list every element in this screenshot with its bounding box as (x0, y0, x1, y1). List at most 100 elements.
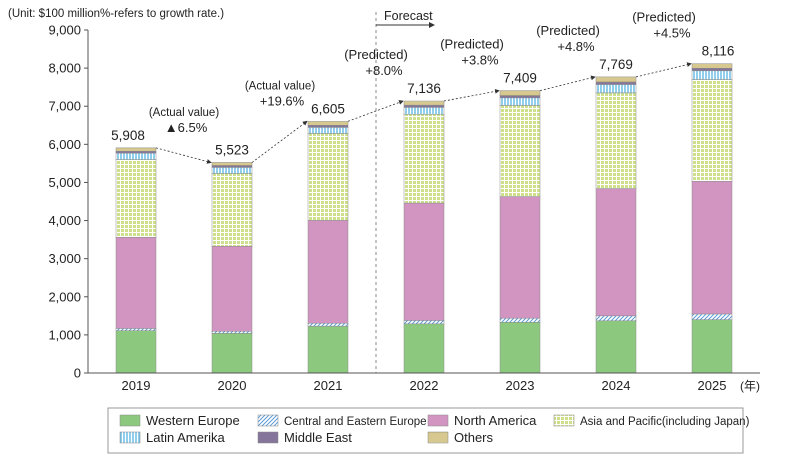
bar-segment (307, 325, 349, 374)
bar-segment (115, 150, 157, 154)
x-tick-label: 2019 (122, 378, 151, 393)
y-tick-label: 3,000 (48, 251, 81, 266)
growth-arrow (347, 100, 404, 122)
bar-segment (211, 246, 253, 332)
legend-box (107, 407, 744, 454)
x-tick-label: 2024 (602, 378, 631, 393)
legend-label: Asia and Pacific(including Japan) (580, 416, 750, 428)
legend-swatch (119, 431, 141, 444)
y-tick-label: 5,000 (48, 175, 81, 190)
x-tick-label: 2023 (506, 378, 535, 393)
plot-area: Forecast (375, 9, 435, 373)
bar-segment (115, 147, 157, 152)
bar-segment (499, 95, 541, 99)
bar-segment (691, 181, 733, 315)
growth-rate: +8.0% (365, 63, 403, 78)
bar-segment (595, 81, 637, 85)
bar-segment (499, 322, 541, 374)
bar-segment (691, 79, 733, 182)
annotations: 5,908 5,523 6,605 7,136 7,409 7,769 8,116 (Actu… (111, 10, 734, 164)
bar-segment (499, 196, 541, 319)
growth-arrow (443, 89, 500, 102)
bar-segment (115, 159, 157, 238)
growth-rate: ▲6.5% (165, 120, 208, 135)
bar-segment (595, 92, 637, 189)
growth-kind: (Predicted) (440, 37, 504, 52)
bar-segment (595, 315, 637, 322)
y-axis: 0 1,000 2,000 3,000 4,000 5,000 6,000 7,000 8,00… (48, 23, 89, 381)
x-axis: 2019 2020 2021 2022 2023 2024 2025 (年) (88, 372, 760, 393)
bar-segment (211, 162, 253, 166)
growth-rate: +19.6% (260, 93, 305, 108)
bar-segment (595, 76, 637, 83)
growth-kind: (Predicted) (632, 10, 696, 25)
bar-segment (403, 107, 445, 115)
legend-label: North America (454, 413, 537, 428)
bar-segment (211, 173, 253, 247)
bar-segment (691, 70, 733, 80)
total-label: 5,908 (111, 128, 145, 143)
bar-segment (115, 152, 157, 160)
total-label: 7,769 (599, 57, 633, 72)
bar-segment (307, 125, 349, 128)
bar-segment (115, 328, 157, 331)
unit-note: (Unit: $100 million%-refers to growth ra… (8, 8, 224, 20)
bar-segment (595, 320, 637, 374)
legend-label: Middle East (284, 430, 352, 445)
x-tick-label: 2022 (410, 378, 439, 393)
bar-segment (691, 68, 733, 72)
bar-segment (115, 237, 157, 329)
bar-segment (403, 104, 445, 108)
bar-segment (691, 63, 733, 69)
growth-arrow (539, 75, 596, 92)
growth-arrow (155, 147, 212, 164)
y-tick-label: 2,000 (48, 289, 81, 304)
legend-label: Latin Amerika (146, 430, 226, 445)
x-tick-label: 2021 (314, 378, 343, 393)
y-tick-label: 6,000 (48, 137, 81, 152)
bar-segment (499, 105, 541, 197)
total-label: 7,136 (407, 81, 441, 96)
y-tick-label: 1,000 (48, 327, 81, 342)
x-tick-label: 2020 (218, 378, 247, 393)
bar-segment (211, 165, 253, 168)
bar-segment (307, 121, 349, 126)
legend-swatch (257, 414, 279, 427)
growth-kind: (Predicted) (536, 23, 600, 38)
bar-segment (403, 113, 445, 204)
growth-rate: +4.5% (653, 26, 691, 41)
bars (115, 63, 733, 374)
legend-label: Central and Eastern Europe (284, 416, 427, 428)
legend-swatch (257, 431, 279, 444)
legend-label: Others (454, 430, 494, 445)
total-label: 5,523 (215, 143, 249, 158)
total-label: 6,605 (311, 101, 345, 116)
growth-rate: +4.8% (557, 39, 595, 54)
year-suffix: (年) (740, 379, 760, 393)
y-tick-label: 4,000 (48, 213, 81, 228)
bar-segment (307, 323, 349, 327)
growth-kind: (Predicted) (344, 47, 408, 62)
legend-swatch (427, 414, 449, 427)
x-tick-label: 2025 (698, 378, 727, 393)
growth-rate: +3.8% (461, 53, 499, 68)
bar-segment (307, 127, 349, 134)
bar-segment (403, 323, 445, 374)
bar-segment (211, 331, 253, 334)
bar-segment (691, 313, 733, 320)
growth-arrow (635, 62, 692, 78)
bar-segment (499, 317, 541, 323)
growth-kind: (Actual value) (245, 80, 315, 92)
bar-segment (307, 133, 349, 221)
bar-segment (499, 97, 541, 106)
growth-kind: (Actual value) (149, 107, 219, 119)
bar-segment (307, 220, 349, 324)
legend: Western Europe Central and Eastern Europe… (107, 407, 750, 454)
y-tick-label: 7,000 (48, 99, 81, 114)
bar-segment (403, 202, 445, 321)
total-label: 7,409 (503, 71, 537, 86)
growth-arrow (251, 120, 308, 163)
forecast-label: Forecast (384, 9, 433, 23)
y-tick-label: 9,000 (48, 23, 81, 38)
